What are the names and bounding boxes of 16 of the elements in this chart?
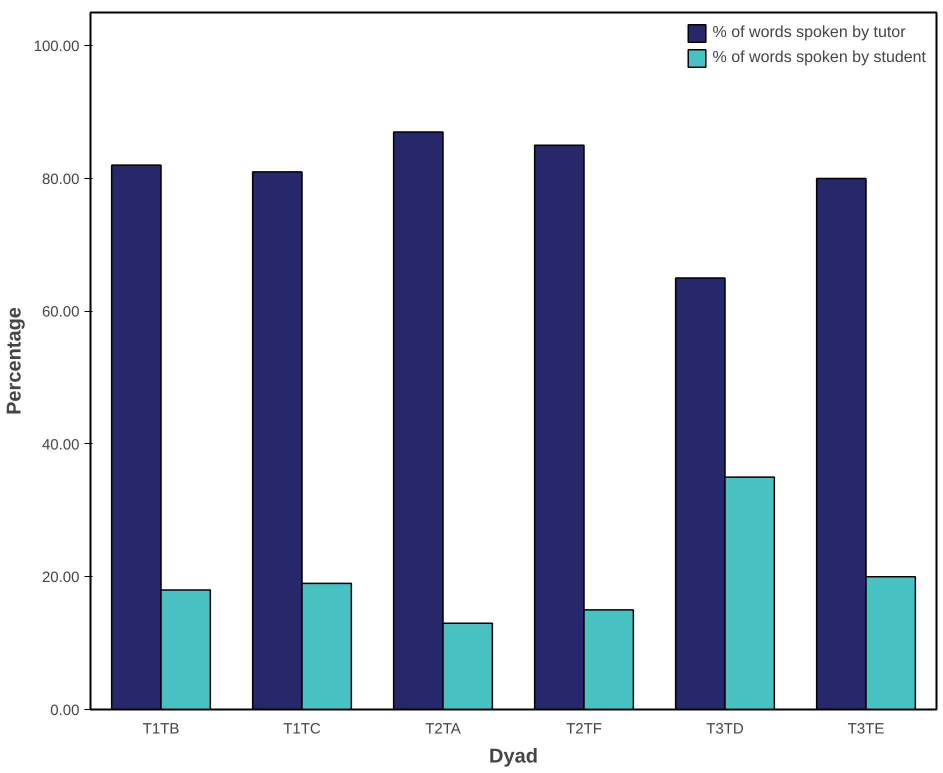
y-tick-label: 40.00 — [42, 436, 80, 454]
y-tick-label: 20.00 — [42, 569, 80, 586]
legend-label: % of words spoken by student — [712, 49, 926, 67]
y-tick-label: 100.00 — [34, 38, 80, 56]
legend-label: % of words spoken by tutor — [712, 24, 906, 42]
y-tick-label: 60.00 — [42, 304, 80, 321]
x-tick-label: T2TA — [425, 720, 461, 738]
x-tick-label: T1TC — [283, 720, 321, 738]
x-tick-label: T3TD — [706, 720, 744, 738]
y-tick-label: 80.00 — [42, 170, 80, 188]
x-tick-label: T3TE — [848, 720, 884, 738]
y-tick-label: 0.00 — [50, 702, 80, 719]
x-tick-label: T2TF — [566, 720, 602, 738]
x-tick-label: T1TB — [142, 720, 180, 738]
y-axis-title: Percentage — [4, 307, 26, 415]
x-axis-title: Dyad — [489, 746, 538, 768]
